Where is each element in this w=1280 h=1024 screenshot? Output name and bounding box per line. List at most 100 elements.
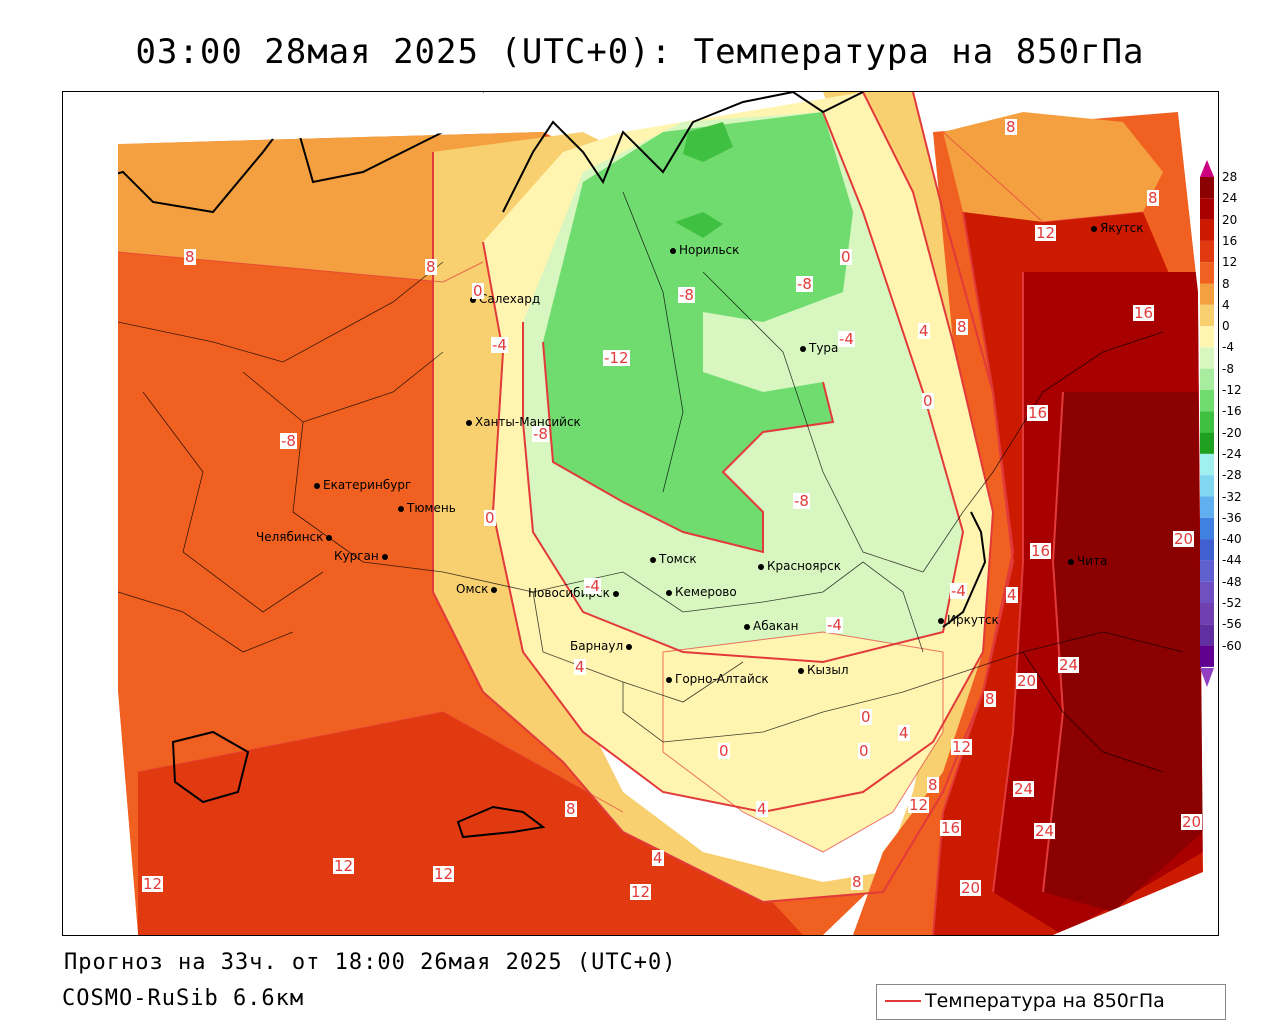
city-dot bbox=[650, 556, 656, 563]
isotherm-label: 20 bbox=[1173, 530, 1195, 548]
domain-outside-left bbox=[63, 92, 138, 935]
city-dot bbox=[666, 676, 672, 683]
isotherm-label: 8 bbox=[1147, 189, 1159, 207]
color-scale-label: -4 bbox=[1222, 340, 1234, 355]
color-scale-top-arrow bbox=[1200, 160, 1214, 177]
chart-title: 03:00 28мая 2025 (UTC+0): Температура на… bbox=[135, 32, 1145, 72]
city-name: Тура bbox=[809, 341, 839, 355]
city-dot bbox=[938, 617, 944, 624]
color-scale-label: -16 bbox=[1222, 404, 1242, 419]
color-scale-box bbox=[1200, 475, 1214, 497]
isotherm-label: 12 bbox=[630, 883, 652, 901]
field-south-mountains bbox=[663, 632, 943, 852]
city-name: Томск bbox=[659, 552, 697, 566]
legend-box: Температура на 850гПа bbox=[876, 984, 1226, 1020]
color-scale-label: 4 bbox=[1222, 297, 1230, 312]
color-scale-label: -32 bbox=[1222, 489, 1242, 504]
city-dot bbox=[758, 563, 764, 570]
isotherm-label: 0 bbox=[472, 282, 484, 300]
isotherm-label: 16 bbox=[940, 819, 962, 837]
isotherm-label: 12 bbox=[333, 857, 355, 875]
isotherm-label: 20 bbox=[960, 879, 982, 897]
city-dot bbox=[626, 643, 633, 650]
city-label: Абакан bbox=[744, 619, 798, 633]
isotherm-label: -12 bbox=[603, 349, 630, 367]
city-label: Салехард bbox=[470, 292, 540, 306]
city-dot bbox=[670, 247, 676, 254]
isotherm-label: 0 bbox=[484, 509, 496, 527]
city-name: Иркутск bbox=[947, 613, 999, 627]
color-scale-box bbox=[1200, 645, 1214, 667]
city-dot bbox=[398, 505, 404, 512]
isotherm-label: 24 bbox=[1034, 822, 1056, 840]
color-scale-box bbox=[1200, 539, 1214, 561]
city-label: Красноярск bbox=[758, 559, 841, 573]
color-scale-box bbox=[1200, 496, 1214, 518]
city-name: Кызыл bbox=[807, 663, 849, 677]
city-dot bbox=[326, 534, 333, 541]
color-scale-label: 20 bbox=[1222, 212, 1238, 227]
field-green-north-patch bbox=[675, 122, 733, 238]
isotherm-label: 16 bbox=[1133, 304, 1155, 322]
color-scale-box bbox=[1200, 517, 1214, 540]
domain-outside-bottom-right bbox=[1053, 872, 1218, 935]
model-name: COSMO-RuSib 6.6км bbox=[62, 986, 305, 1011]
color-scale-label: 12 bbox=[1222, 255, 1238, 270]
color-scale-label: 28 bbox=[1222, 170, 1238, 184]
city-name: Тюмень bbox=[407, 501, 456, 515]
isotherm-label: -8 bbox=[678, 286, 695, 304]
color-scale-label: -36 bbox=[1222, 510, 1242, 525]
isotherm-label: 8 bbox=[565, 800, 577, 818]
city-name: Барнаул bbox=[570, 639, 624, 653]
color-scale-label: -12 bbox=[1222, 383, 1242, 397]
isotherm-label: 24 bbox=[1058, 656, 1080, 674]
city-label: Норильск bbox=[670, 243, 739, 257]
city-dot bbox=[491, 586, 498, 593]
isotherm-label: 12 bbox=[951, 738, 973, 756]
isotherm-label: 16 bbox=[1027, 404, 1049, 422]
city-name: Абакан bbox=[753, 619, 799, 633]
color-scale-box bbox=[1200, 262, 1214, 284]
isotherm-label: 24 bbox=[1013, 780, 1035, 798]
color-scale-bottom-arrow bbox=[1200, 668, 1214, 687]
color-scale-box bbox=[1200, 603, 1214, 625]
color-scale-label: -56 bbox=[1222, 617, 1242, 632]
city-name: Кемерово bbox=[675, 585, 737, 599]
color-scale-box bbox=[1200, 347, 1214, 369]
field-deepred-east bbox=[1043, 392, 1203, 912]
city-label: Якутск bbox=[1091, 221, 1144, 235]
city-label: Челябинск bbox=[256, 530, 335, 544]
city-label: Иркутск bbox=[938, 613, 999, 627]
isotherm-label: 12 bbox=[142, 875, 164, 893]
isotherm-label: -4 bbox=[826, 616, 843, 634]
color-scale-label: -48 bbox=[1222, 574, 1242, 589]
color-scale-label: -40 bbox=[1222, 532, 1242, 547]
color-scale bbox=[1200, 160, 1214, 687]
city-label: Кемерово bbox=[666, 585, 737, 599]
isotherm-label: 16 bbox=[1030, 542, 1052, 560]
color-scale-boxes bbox=[1200, 177, 1214, 667]
isotherm-label: 12 bbox=[433, 865, 455, 883]
isotherm-label: 20 bbox=[1016, 672, 1038, 690]
color-scale-box bbox=[1200, 219, 1214, 241]
color-scale-label: -20 bbox=[1222, 425, 1242, 440]
city-name: Горно-Алтайск bbox=[675, 672, 769, 686]
isotherm-label: 4 bbox=[756, 800, 768, 818]
city-name: Екатеринбург bbox=[323, 478, 412, 492]
color-scale-label: 16 bbox=[1222, 233, 1238, 248]
isotherm-label: 8 bbox=[956, 318, 968, 336]
color-scale-label: 24 bbox=[1222, 191, 1238, 206]
color-scale-box bbox=[1200, 390, 1214, 412]
city-label: Томск bbox=[650, 552, 697, 566]
color-scale-label: -24 bbox=[1222, 446, 1242, 461]
isotherm-label: 0 bbox=[860, 708, 872, 726]
color-scale-label: 0 bbox=[1222, 319, 1230, 334]
color-scale-label: -28 bbox=[1222, 468, 1242, 483]
city-label: Чита bbox=[1068, 554, 1107, 568]
city-label: Барнаул bbox=[570, 639, 635, 653]
isotherm-label: -4 bbox=[491, 336, 508, 354]
isotherm-label: -4 bbox=[838, 330, 855, 348]
city-label: Ханты-Мансийск bbox=[466, 415, 581, 429]
isotherm-label: 0 bbox=[840, 248, 852, 266]
isotherm-label: 8 bbox=[927, 776, 939, 794]
